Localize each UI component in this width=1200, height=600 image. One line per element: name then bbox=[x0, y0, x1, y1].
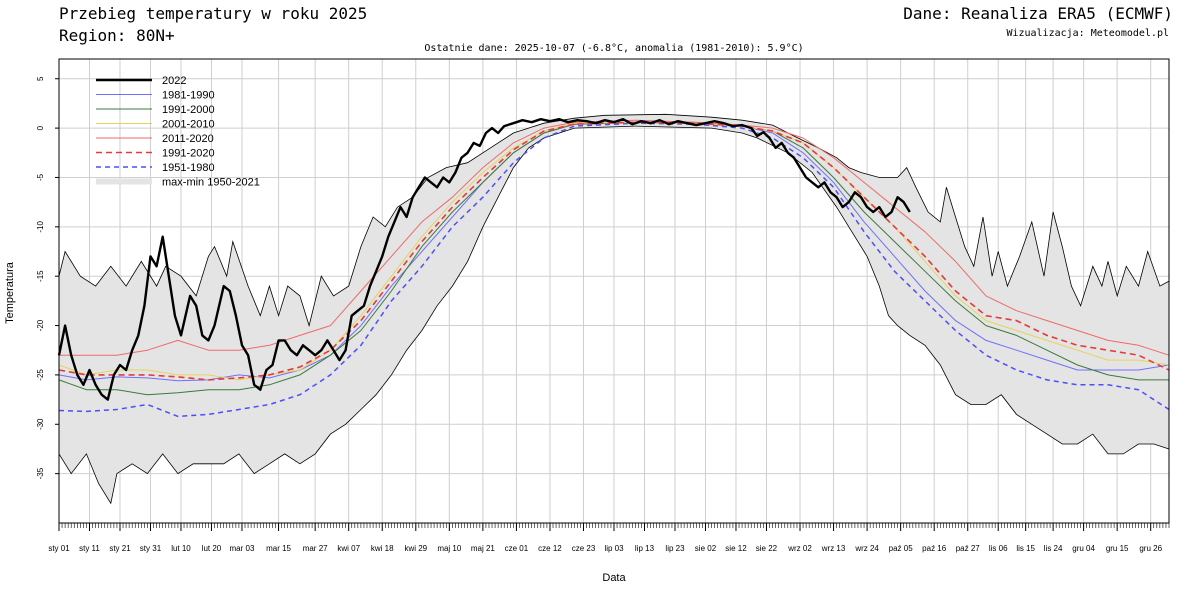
y-tick-label: -25 bbox=[36, 369, 45, 381]
y-axis-label: Temperatura bbox=[4, 261, 16, 324]
x-tick-label: gru 15 bbox=[1106, 544, 1129, 553]
y-tick-label: -15 bbox=[36, 270, 45, 282]
x-tick-label: paź 27 bbox=[956, 544, 981, 553]
x-tick-label: maj 10 bbox=[437, 544, 462, 553]
x-tick-label: paź 05 bbox=[889, 544, 914, 553]
x-tick-label: wrz 24 bbox=[854, 544, 879, 553]
x-tick-label: mar 15 bbox=[266, 544, 291, 553]
x-tick-label: paź 16 bbox=[922, 544, 947, 553]
x-tick-label: mar 27 bbox=[303, 544, 328, 553]
series-line-2011-2020 bbox=[59, 119, 1170, 356]
legend-label: 2022 bbox=[162, 75, 186, 87]
legend-label: 2011-2020 bbox=[162, 133, 214, 145]
x-tick-label: kwi 29 bbox=[404, 544, 427, 553]
x-tick-label: sty 01 bbox=[48, 544, 70, 553]
data-source: Dane: Reanaliza ERA5 (ECMWF) bbox=[903, 4, 1173, 23]
y-tick-label: -35 bbox=[36, 467, 45, 479]
x-tick-label: sie 22 bbox=[756, 544, 778, 553]
x-tick-label: wrz 02 bbox=[787, 544, 812, 553]
x-tick-label: lis 06 bbox=[989, 544, 1008, 553]
x-tick-label: cze 01 bbox=[505, 544, 529, 553]
x-tick-label: gru 04 bbox=[1072, 544, 1095, 553]
x-tick-label: kwi 07 bbox=[337, 544, 360, 553]
visualization-credit: Wizualizacja: Meteomodel.pl bbox=[1006, 28, 1169, 39]
x-tick-label: lip 13 bbox=[635, 544, 655, 553]
x-tick-label: lip 03 bbox=[604, 544, 624, 553]
legend-label: 2001-2010 bbox=[162, 119, 215, 131]
legend-label: 1991-2020 bbox=[162, 148, 215, 160]
series-line-1951-1980 bbox=[58, 122, 1170, 418]
series-line-1991-2020 bbox=[58, 121, 1170, 381]
y-tick-label: 5 bbox=[36, 76, 45, 81]
y-tick-label: 0 bbox=[36, 125, 45, 130]
x-axis-label: Data bbox=[602, 572, 626, 584]
y-tick-label: -5 bbox=[36, 173, 45, 181]
x-tick-label: lut 10 bbox=[171, 544, 191, 553]
x-tick-label: lut 20 bbox=[202, 544, 222, 553]
x-tick-label: lip 23 bbox=[665, 544, 685, 553]
chart-title: Przebieg temperatury w roku 2025 bbox=[59, 4, 368, 23]
x-tick-label: sie 12 bbox=[725, 544, 747, 553]
x-tick-label: mar 03 bbox=[230, 544, 255, 553]
legend-label: 1951-1980 bbox=[162, 162, 215, 174]
x-tick-label: kwi 18 bbox=[371, 544, 394, 553]
x-tick-label: gru 26 bbox=[1139, 544, 1162, 553]
x-tick-label: lis 24 bbox=[1044, 544, 1063, 553]
y-tick-label: -30 bbox=[36, 418, 45, 430]
y-tick-label: -20 bbox=[36, 319, 45, 331]
x-tick-label: sie 02 bbox=[695, 544, 717, 553]
x-tick-label: maj 21 bbox=[471, 544, 496, 553]
x-tick-label: cze 12 bbox=[538, 544, 562, 553]
legend-label: 1991-2000 bbox=[162, 104, 215, 116]
range-band-upper bbox=[58, 113, 1170, 328]
legend-label: max-min 1950-2021 bbox=[162, 177, 260, 189]
range-band-lower bbox=[58, 125, 1170, 505]
x-tick-label: lis 15 bbox=[1016, 544, 1035, 553]
x-tick-label: sty 11 bbox=[79, 544, 100, 553]
x-tick-label: sty 31 bbox=[140, 544, 162, 553]
x-tick-label: sty 21 bbox=[109, 544, 131, 553]
x-tick-label: wrz 13 bbox=[821, 544, 846, 553]
y-tick-label: -10 bbox=[36, 220, 45, 232]
legend-label: 1981-1990 bbox=[162, 90, 215, 102]
last-data-note: Ostatnie dane: 2025-10-07 (-6.8°C, anoma… bbox=[424, 43, 804, 54]
series-line-1991-2000 bbox=[58, 121, 1169, 396]
x-tick-label: cze 23 bbox=[572, 544, 596, 553]
region-label: Region: 80N+ bbox=[59, 26, 175, 45]
series-line-2022 bbox=[57, 117, 911, 401]
